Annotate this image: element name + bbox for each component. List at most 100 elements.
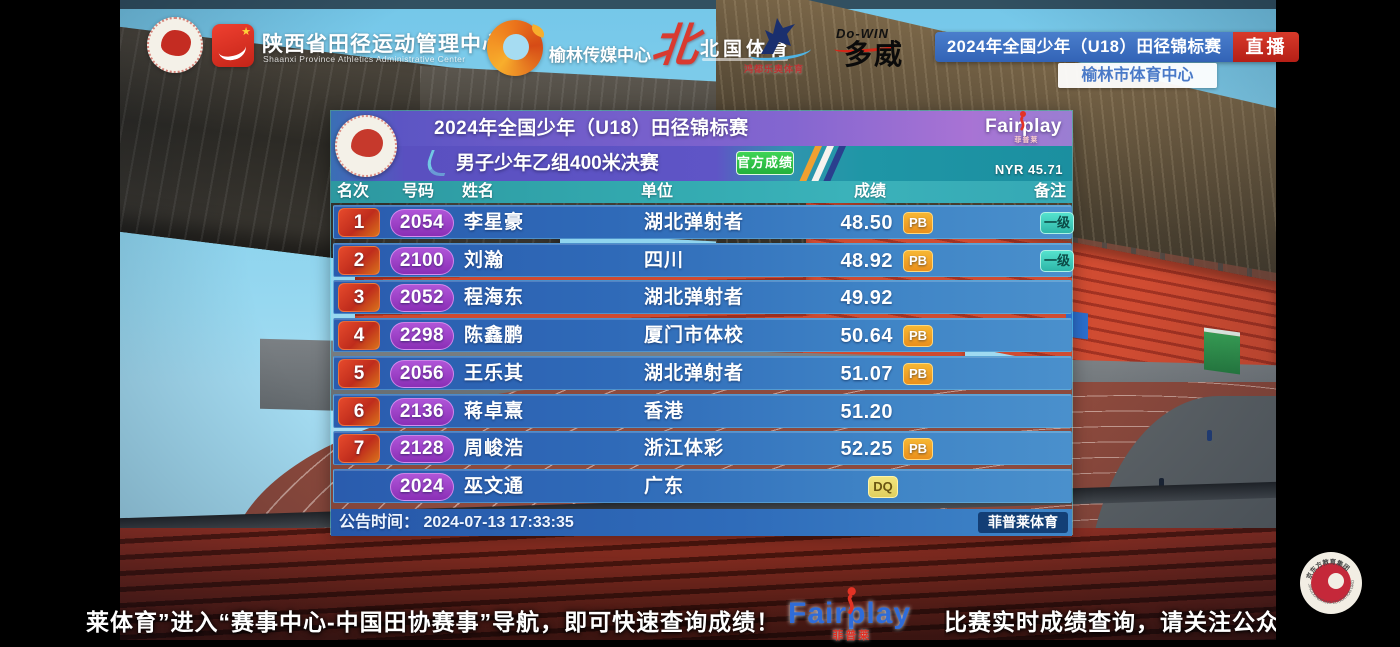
record-label: NYR 45.71 — [994, 162, 1063, 177]
athlete-name: 刘瀚 — [464, 249, 505, 271]
result-time: 48.50 — [840, 212, 893, 234]
result-time: 49.92 — [840, 287, 893, 310]
dowin-wordmark: Do-WIN — [836, 26, 889, 41]
dq-badge: DQ — [868, 475, 898, 498]
rank-badge: 7 — [338, 434, 380, 464]
result-row: 7 2128 周峻浩 浙江体彩 52.25 PB — [333, 431, 1072, 466]
pb-badge: PB — [903, 249, 933, 272]
result-time: 51.07 — [840, 362, 893, 385]
result-time: 50.64 — [840, 325, 893, 348]
rank-badge: 3 — [338, 283, 380, 313]
grade-badge: 一级 — [1040, 249, 1074, 272]
bib-badge: 2100 — [390, 246, 454, 275]
col-note: 备注 — [1034, 183, 1067, 200]
result-row: 2024 巫文通 广东 DQ — [333, 468, 1072, 503]
pb-badge: PB — [903, 438, 933, 461]
pb-badge: PB — [903, 325, 933, 348]
team-name: 湖北弹射者 — [644, 362, 745, 384]
rank-badge: 5 — [338, 358, 380, 388]
fairplay-sub: 菲普莱 — [832, 630, 872, 642]
bib-badge: 2024 — [390, 472, 454, 501]
fairplay-sub: 菲普莱 — [1014, 137, 1039, 144]
bib-badge: 2128 — [390, 435, 454, 464]
beiguo-sub-line — [702, 58, 788, 61]
team-name: 广东 — [644, 475, 685, 497]
dowin-chinese-name: 多威 — [844, 39, 905, 70]
result-row: 6 2136 蒋卓熹 香港 51.20 — [333, 393, 1072, 428]
scoreboard-subtitle-bar: 男子少年乙组400米决赛 官方成绩 NYR 45.71 — [331, 146, 1072, 181]
pegasus-logo-icon — [748, 16, 812, 64]
beiguo-sports-name: 北国体育 — [700, 39, 793, 60]
athletics-association-emblem-icon — [147, 17, 203, 73]
person — [1207, 430, 1212, 441]
event-title: 2024年全国少年（U18）田径锦标赛 — [935, 32, 1234, 62]
grade-badge: 一级 — [1040, 212, 1074, 234]
media-center-name: 榆林传媒中心 — [549, 46, 651, 65]
stadium-roof-edge — [120, 0, 1276, 9]
results-rows: 1 2054 李星豪 湖北弹射者 48.50 PB 一级 2 2100 刘瀚 四川 48.92 PB 一级… — [331, 111, 1074, 534]
col-result: 成绩 — [854, 183, 887, 200]
shaanxi-athletics-logo-icon: ★ — [212, 24, 254, 67]
team-name: 厦门市体校 — [644, 325, 745, 347]
announcement-time: 公告时间： 2024-07-13 17:33:35 — [339, 514, 574, 531]
fairplay-ticker-logo: Fairplay 菲普莱 — [788, 587, 911, 642]
rank-badge: 2 — [338, 245, 380, 275]
result-time: 51.20 — [840, 400, 893, 423]
scoreboard-emblem-icon — [335, 115, 397, 177]
col-name: 姓名 — [462, 183, 495, 200]
org-name-english: Shaanxi Province Athletics Administrativ… — [263, 54, 466, 64]
team-name: 湖北弹射者 — [644, 212, 745, 233]
rank-badge: 1 — [338, 208, 380, 237]
result-row: 5 2056 王乐其 湖北弹射者 51.07 PB — [333, 355, 1072, 390]
star-icon: ★ — [241, 26, 251, 38]
athlete-name: 李星豪 — [464, 212, 525, 233]
scoreboard-footer: 公告时间： 2024-07-13 17:33:35 菲普莱体育 — [331, 509, 1072, 536]
ticker-text-left: 莱体育”进入“赛事中心-中国田协赛事”导航，即可快速查询成绩！ — [86, 609, 781, 635]
competition-title: 2024年全国少年（U18）田径锦标赛 — [434, 118, 749, 139]
foreground-seats — [120, 528, 1276, 640]
rank-badge: 4 — [338, 321, 380, 351]
ticker-text-right: 比赛实时成绩查询，请关注公众号“菲普莱 — [944, 609, 1276, 635]
result-row: 4 2298 陈鑫鹏 厦门市体校 50.64 PB — [333, 318, 1072, 353]
team-name: 湖北弹射者 — [644, 287, 745, 309]
stadium-video — [120, 0, 1276, 640]
athlete-name: 巫文通 — [464, 475, 525, 497]
column-header-row: 名次 号码 姓名 单位 成绩 备注 — [331, 181, 1072, 203]
live-label: 直播 — [1233, 32, 1300, 62]
person — [1159, 478, 1164, 489]
beiguo-logo-icon: 北 — [649, 19, 701, 71]
athlete-name: 程海东 — [464, 287, 525, 309]
team-name: 浙江体彩 — [644, 438, 725, 460]
bib-badge: 2052 — [390, 284, 454, 313]
col-rank: 名次 — [337, 183, 370, 200]
col-team: 单位 — [641, 183, 674, 200]
scoreboard-title-bar: 2024年全国少年（U18）田径锦标赛 Fairplay 菲普莱 — [331, 111, 1072, 146]
results-scoreboard: 2024年全国少年（U18）田径锦标赛 Fairplay 菲普莱 男子少年乙组4… — [330, 110, 1074, 536]
team-name: 香港 — [644, 400, 685, 422]
athlete-name: 蒋卓熹 — [464, 400, 525, 422]
result-row: 1 2054 李星豪 湖北弹射者 48.50 PB 一级 — [333, 205, 1074, 239]
result-row: 3 2052 程海东 湖北弹射者 49.92 — [333, 280, 1072, 315]
event-name: 男子少年乙组400米决赛 — [456, 153, 659, 174]
athlete-name: 王乐其 — [464, 362, 525, 384]
org-name: 陕西省田径运动管理中心 — [262, 33, 504, 56]
official-results-badge: 官方成绩 — [736, 151, 794, 175]
result-time: 48.92 — [840, 249, 893, 272]
result-time: 52.25 — [840, 438, 893, 461]
athlete-name: 陈鑫鹏 — [464, 325, 525, 347]
bib-badge: 2054 — [390, 209, 454, 237]
education-group-logo-icon: 京东方教育集团 JINGDONGFANG EDUCATION GROUP — [1297, 547, 1363, 615]
venue-name: 榆林市体育中心 — [1058, 63, 1217, 88]
result-row: 2 2100 刘瀚 四川 48.92 PB 一级 — [333, 242, 1074, 277]
athlete-name: 周峻浩 — [464, 438, 525, 460]
bib-badge: 2056 — [390, 359, 454, 388]
provider-badge: 菲普莱体育 — [978, 512, 1068, 533]
hongdu-sports-name: 鸿都乐奥体育 — [744, 64, 805, 74]
col-bib: 号码 — [402, 183, 435, 200]
pb-badge: PB — [903, 212, 933, 234]
bib-badge: 2298 — [390, 322, 454, 351]
pb-badge: PB — [903, 362, 933, 385]
bib-badge: 2136 — [390, 397, 454, 426]
rank-badge: 6 — [338, 396, 380, 426]
